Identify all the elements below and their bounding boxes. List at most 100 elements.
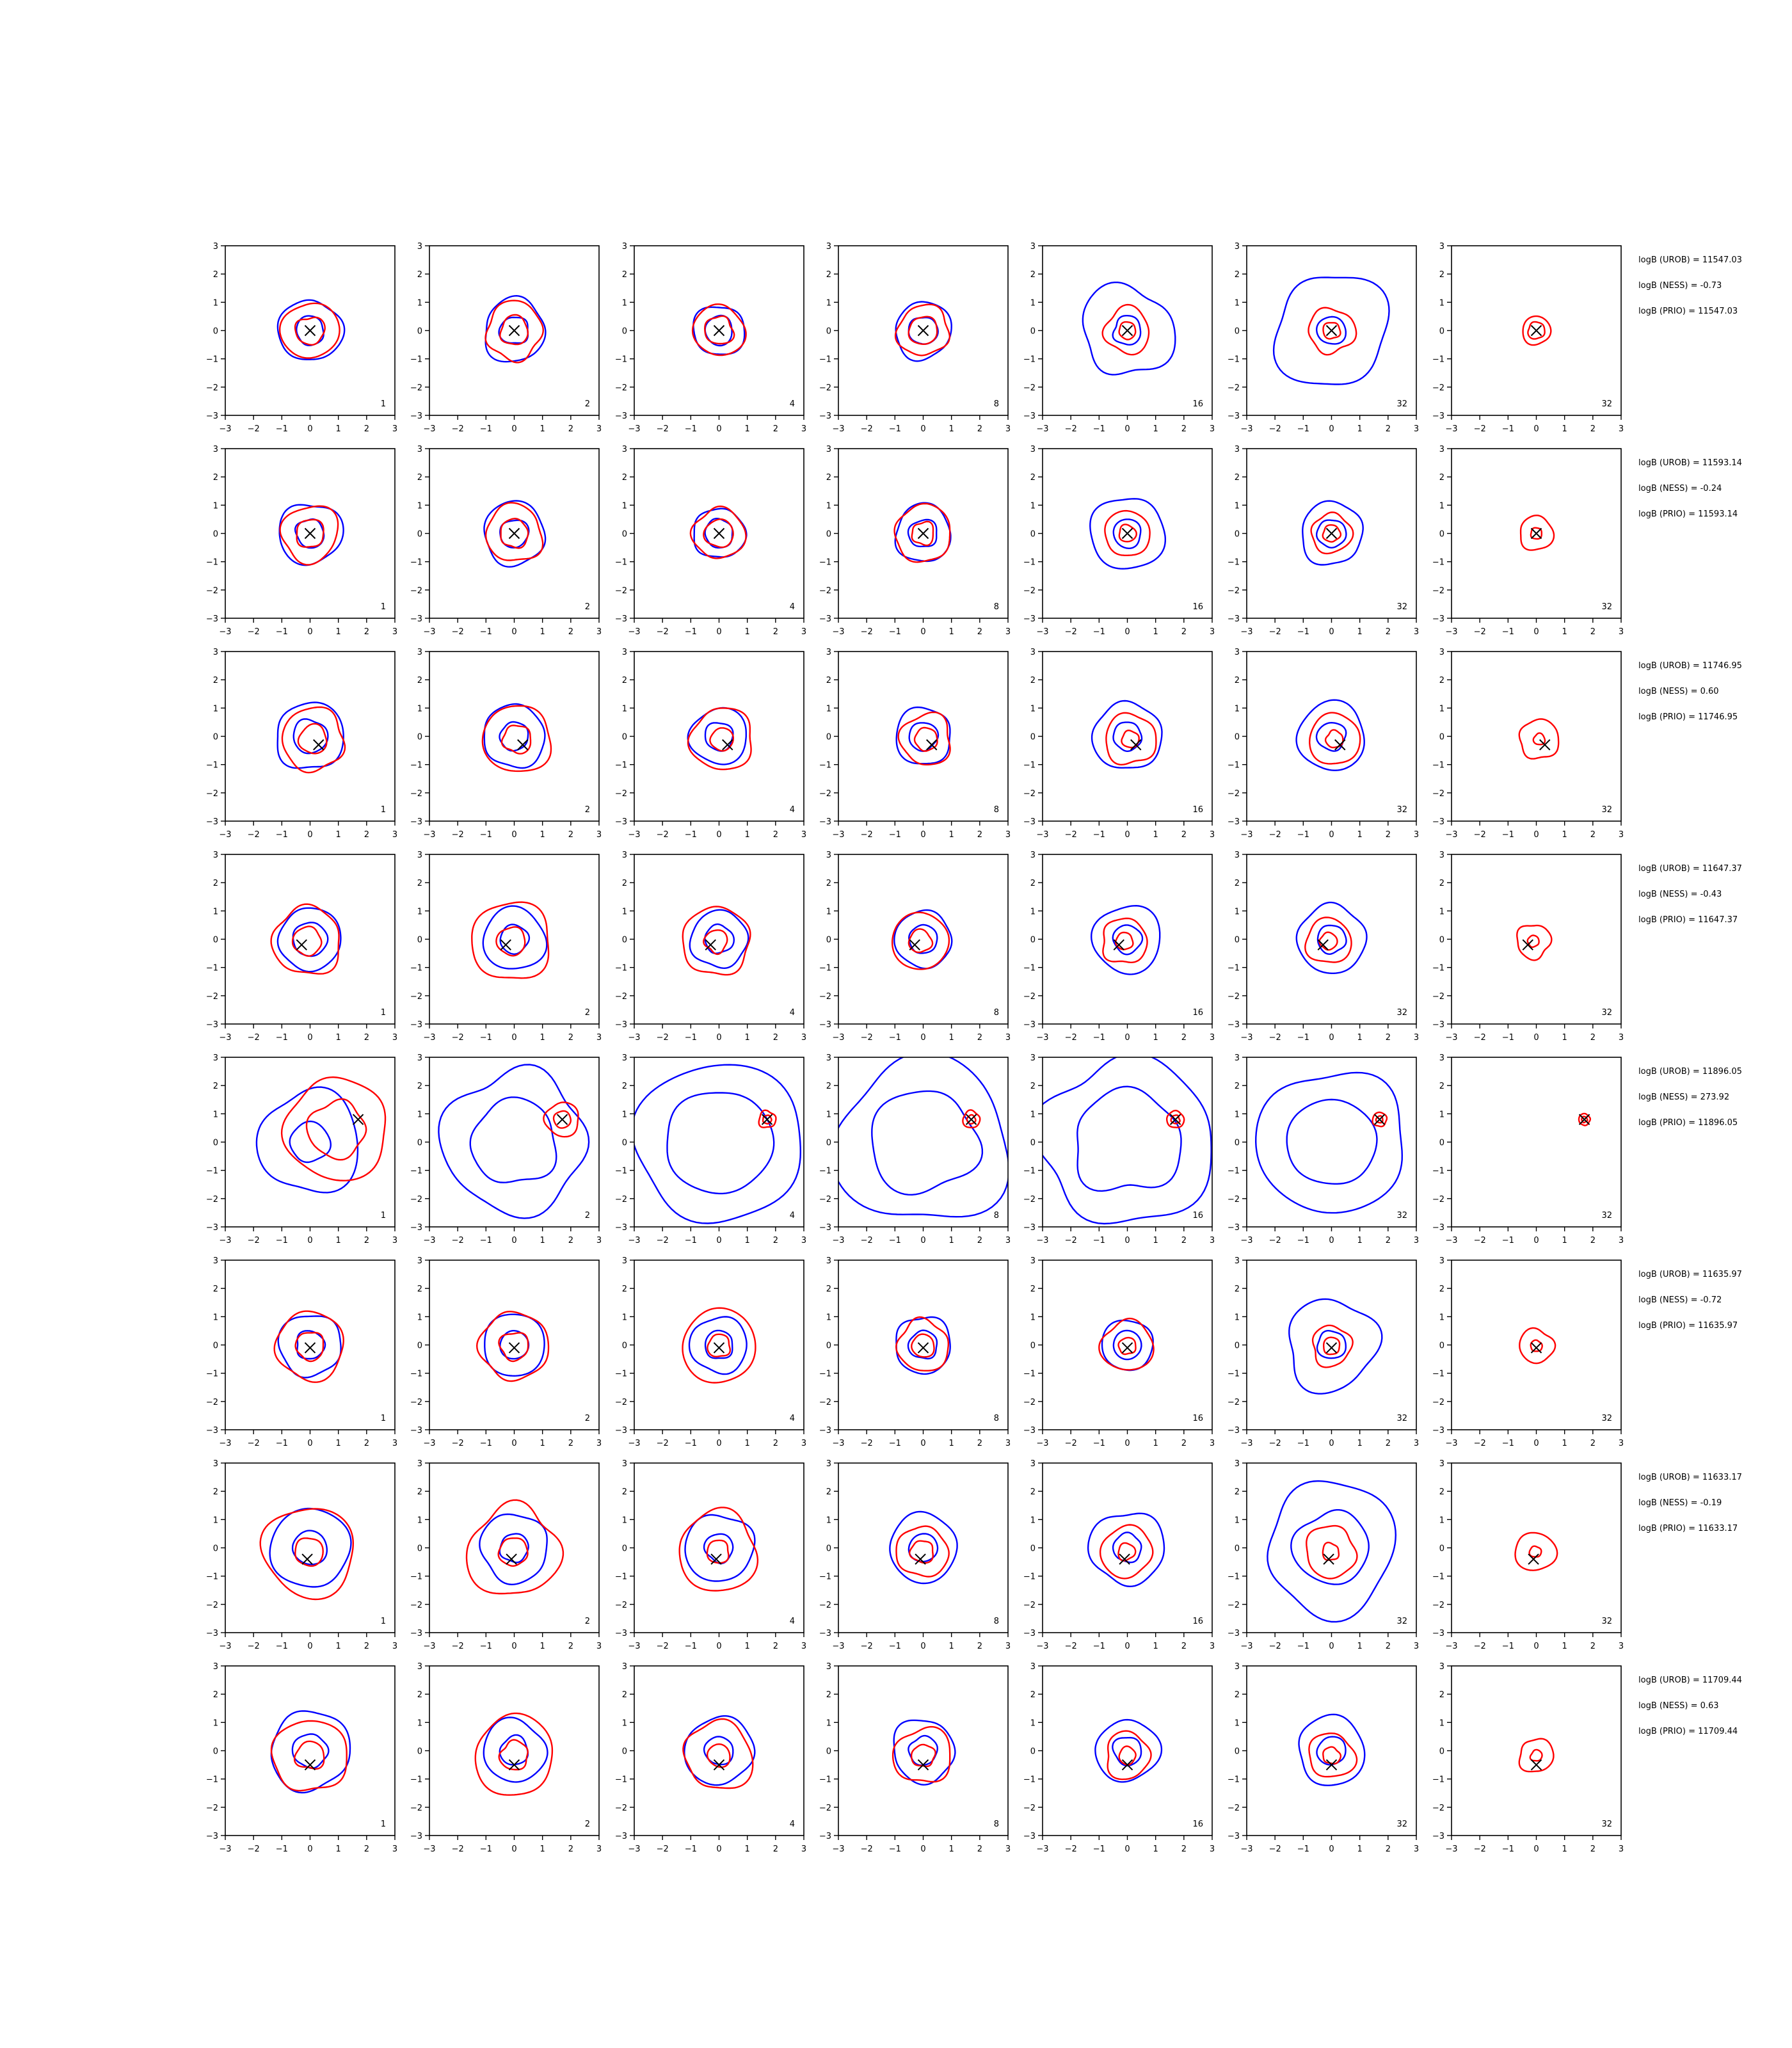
y-tick-label: 2: [417, 270, 422, 280]
y-tick-label: −1: [1432, 558, 1444, 568]
panel-label: 16: [1192, 1617, 1203, 1626]
red-contour: [273, 1310, 344, 1383]
x-tick-label: 3: [392, 1033, 397, 1043]
y-tick-label: −1: [410, 558, 422, 568]
y-tick-label: 3: [213, 1459, 218, 1469]
red-contour: [1527, 321, 1546, 340]
blue-contour: [704, 923, 735, 954]
x-tick-label: −3: [628, 1642, 640, 1651]
panel-label: 2: [585, 1414, 590, 1423]
y-tick-label: 2: [417, 676, 422, 685]
y-tick-label: 3: [213, 1053, 218, 1063]
logb-annotation: logB (NESS) = -0.24: [1638, 484, 1722, 493]
logb-annotation: logB (PRIO) = 11709.44: [1638, 1727, 1738, 1736]
x-tick-label: 0: [1533, 830, 1539, 840]
axes-frame: [225, 1057, 396, 1228]
y-tick-label: 0: [1439, 530, 1444, 540]
logb-annotation: logB (UROB) = 11593.14: [1638, 458, 1742, 468]
y-tick-label: −3: [819, 1629, 831, 1638]
x-tick-label: −2: [1065, 1439, 1077, 1448]
x-tick-label: 2: [1590, 1844, 1596, 1854]
axes-frame: [1246, 854, 1417, 1025]
blue-contour: [499, 1734, 529, 1766]
x-tick-label: 0: [307, 627, 312, 637]
y-tick-label: −3: [410, 1629, 422, 1638]
x-tick-label: −3: [1240, 1033, 1252, 1043]
x-tick-label: 3: [1210, 830, 1215, 840]
y-tick-label: 3: [622, 1053, 627, 1063]
red-contour: [500, 517, 529, 549]
y-tick-label: 2: [417, 1082, 422, 1091]
red-contour: [911, 1333, 935, 1358]
y-tick-label: 1: [622, 501, 627, 511]
y-tick-label: −3: [1023, 817, 1036, 827]
panel-r1-c5: −3−3 −2 −2 −1 −1 0 0 1 1 2 2 3 3 16: [1023, 242, 1215, 434]
panel-r3-c6: −3−3 −2 −2 −1 −1 0 0 1 1 2 2 3 3 32: [1228, 648, 1419, 840]
red-contour: [1519, 515, 1555, 551]
x-tick-label: 0: [716, 1033, 721, 1043]
x-tick-label: 1: [540, 424, 545, 434]
y-tick-label: 3: [1235, 445, 1240, 454]
y-tick-label: 2: [826, 1284, 831, 1294]
x-tick-label: 1: [336, 1642, 341, 1651]
x-tick-label: 2: [977, 1439, 982, 1448]
x-tick-label: 1: [949, 424, 954, 434]
logb-annotation: logB (UROB) = 11746.95: [1638, 661, 1742, 671]
axes-frame: [1246, 1057, 1417, 1228]
red-contour: [709, 727, 734, 752]
axes-frame: [634, 1665, 804, 1836]
x-marker: [1121, 527, 1133, 540]
x-tick-label: −1: [685, 1033, 697, 1043]
x-tick-label: 2: [1181, 1439, 1187, 1448]
panel-label: 8: [994, 1211, 999, 1220]
y-tick-label: 2: [1030, 1082, 1036, 1091]
y-tick-label: 1: [417, 298, 422, 308]
y-tick-label: 2: [1439, 1284, 1444, 1294]
y-tick-label: −3: [819, 1223, 831, 1233]
panel-r4-c2: −3−3 −2 −2 −1 −1 0 0 1 1 2 2 3 3 2: [410, 851, 602, 1043]
x-marker: [722, 739, 733, 751]
y-tick-label: 1: [1235, 1110, 1240, 1119]
x-tick-label: −2: [861, 1236, 873, 1245]
x-tick-label: −1: [1093, 1844, 1105, 1854]
y-tick-label: −3: [1023, 1020, 1036, 1030]
y-tick-label: −1: [1432, 761, 1444, 771]
y-tick-label: 3: [622, 851, 627, 860]
x-tick-label: 1: [949, 627, 954, 637]
blue-contour: [291, 1733, 330, 1770]
red-contour: [910, 1743, 936, 1768]
panel-label: 2: [585, 805, 590, 815]
red-contour: [703, 929, 728, 956]
blue-contour: [689, 909, 749, 970]
blue-contour: [684, 1715, 756, 1786]
logb-annotation: logB (PRIO) = 11593.14: [1638, 509, 1738, 519]
red-contour: [259, 1508, 355, 1601]
panel-label: 16: [1192, 1211, 1203, 1220]
x-tick-label: −1: [480, 627, 492, 637]
x-marker: [1325, 1342, 1338, 1354]
x-tick-label: −1: [685, 1439, 697, 1448]
red-contour: [280, 1076, 387, 1181]
y-tick-label: 0: [826, 1341, 831, 1351]
panel-label: 8: [994, 1008, 999, 1018]
x-tick-label: 3: [1005, 1844, 1011, 1854]
x-tick-label: −1: [276, 424, 288, 434]
y-tick-label: 3: [1439, 1053, 1444, 1063]
y-tick-label: −3: [206, 1223, 218, 1233]
x-tick-label: −2: [1269, 627, 1281, 637]
y-tick-label: −1: [819, 1572, 831, 1582]
y-tick-label: 1: [213, 1110, 218, 1119]
x-tick-label: 3: [596, 1033, 602, 1043]
logb-annotation: logB (NESS) = -0.73: [1638, 281, 1722, 291]
blue-contour: [289, 1120, 332, 1164]
y-tick-label: 2: [1235, 1690, 1240, 1700]
y-tick-label: −3: [819, 412, 831, 421]
x-tick-label: 0: [716, 424, 721, 434]
x-tick-label: 0: [1329, 1236, 1334, 1245]
y-tick-label: −3: [1432, 1426, 1444, 1436]
red-contour: [1518, 1738, 1555, 1773]
x-tick-label: −3: [1240, 627, 1252, 637]
x-tick-label: 2: [773, 1236, 778, 1245]
y-tick-label: 2: [1030, 879, 1036, 888]
